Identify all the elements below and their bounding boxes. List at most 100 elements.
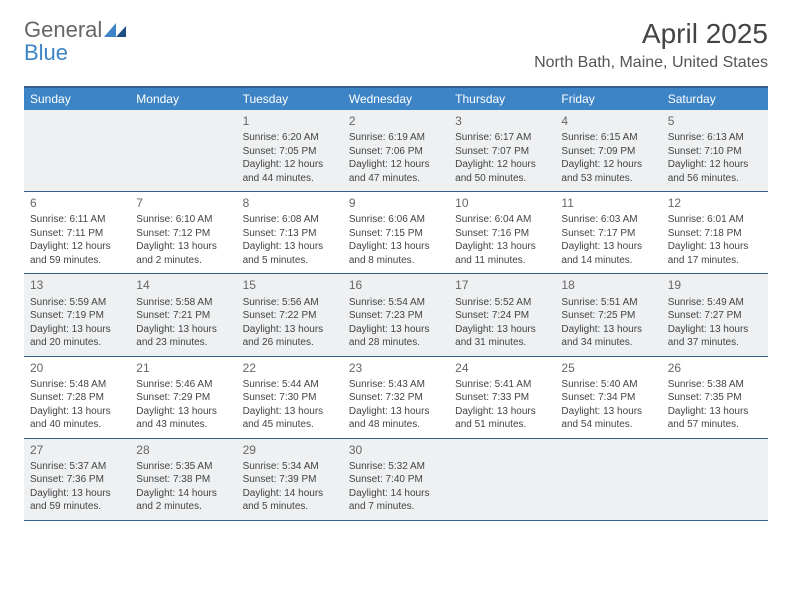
daylight-label-2: and 51 minutes.	[455, 418, 549, 432]
weekday-label: Monday	[130, 88, 236, 110]
day-number: 3	[455, 113, 549, 129]
sunrise-label: Sunrise: 5:54 AM	[349, 296, 443, 310]
sunset-label: Sunset: 7:21 PM	[136, 309, 230, 323]
day-number: 19	[668, 277, 762, 293]
daylight-label: Daylight: 13 hours	[243, 240, 337, 254]
daylight-label-2: and 48 minutes.	[349, 418, 443, 432]
day-number: 2	[349, 113, 443, 129]
calendar-day: 21Sunrise: 5:46 AMSunset: 7:29 PMDayligh…	[130, 357, 236, 438]
day-number: 14	[136, 277, 230, 293]
daylight-label-2: and 34 minutes.	[561, 336, 655, 350]
header: GeneralBlue April 2025 North Bath, Maine…	[0, 0, 792, 78]
day-number: 4	[561, 113, 655, 129]
sunrise-label: Sunrise: 5:34 AM	[243, 460, 337, 474]
weekday-label: Tuesday	[237, 88, 343, 110]
daylight-label: Daylight: 13 hours	[349, 240, 443, 254]
daylight-label: Daylight: 13 hours	[136, 240, 230, 254]
day-number: 22	[243, 360, 337, 376]
calendar-day: 30Sunrise: 5:32 AMSunset: 7:40 PMDayligh…	[343, 439, 449, 520]
calendar-day-empty	[130, 110, 236, 191]
daylight-label: Daylight: 13 hours	[668, 323, 762, 337]
sunset-label: Sunset: 7:28 PM	[30, 391, 124, 405]
daylight-label-2: and 14 minutes.	[561, 254, 655, 268]
sunrise-label: Sunrise: 5:44 AM	[243, 378, 337, 392]
daylight-label-2: and 53 minutes.	[561, 172, 655, 186]
day-number: 12	[668, 195, 762, 211]
daylight-label: Daylight: 13 hours	[561, 405, 655, 419]
calendar-day: 15Sunrise: 5:56 AMSunset: 7:22 PMDayligh…	[237, 274, 343, 355]
sunset-label: Sunset: 7:06 PM	[349, 145, 443, 159]
daylight-label: Daylight: 13 hours	[30, 487, 124, 501]
sunrise-label: Sunrise: 5:38 AM	[668, 378, 762, 392]
daylight-label-2: and 2 minutes.	[136, 254, 230, 268]
sunset-label: Sunset: 7:29 PM	[136, 391, 230, 405]
calendar-day: 17Sunrise: 5:52 AMSunset: 7:24 PMDayligh…	[449, 274, 555, 355]
day-number: 13	[30, 277, 124, 293]
sunrise-label: Sunrise: 5:32 AM	[349, 460, 443, 474]
daylight-label-2: and 57 minutes.	[668, 418, 762, 432]
calendar-week: 20Sunrise: 5:48 AMSunset: 7:28 PMDayligh…	[24, 357, 768, 439]
day-number: 28	[136, 442, 230, 458]
calendar-day-empty	[449, 439, 555, 520]
sunset-label: Sunset: 7:38 PM	[136, 473, 230, 487]
sunset-label: Sunset: 7:36 PM	[30, 473, 124, 487]
calendar-day: 25Sunrise: 5:40 AMSunset: 7:34 PMDayligh…	[555, 357, 661, 438]
calendar-day-empty	[555, 439, 661, 520]
day-number: 15	[243, 277, 337, 293]
day-number: 1	[243, 113, 337, 129]
sunset-label: Sunset: 7:33 PM	[455, 391, 549, 405]
sunrise-label: Sunrise: 6:03 AM	[561, 213, 655, 227]
sunrise-label: Sunrise: 5:48 AM	[30, 378, 124, 392]
weekday-label: Wednesday	[343, 88, 449, 110]
sunrise-label: Sunrise: 6:17 AM	[455, 131, 549, 145]
calendar-day: 18Sunrise: 5:51 AMSunset: 7:25 PMDayligh…	[555, 274, 661, 355]
sunset-label: Sunset: 7:11 PM	[30, 227, 124, 241]
sunrise-label: Sunrise: 6:19 AM	[349, 131, 443, 145]
sunset-label: Sunset: 7:39 PM	[243, 473, 337, 487]
calendar-day: 20Sunrise: 5:48 AMSunset: 7:28 PMDayligh…	[24, 357, 130, 438]
logo-text-1: General	[24, 17, 102, 42]
sunset-label: Sunset: 7:25 PM	[561, 309, 655, 323]
daylight-label: Daylight: 13 hours	[455, 323, 549, 337]
sunrise-label: Sunrise: 5:37 AM	[30, 460, 124, 474]
sunset-label: Sunset: 7:07 PM	[455, 145, 549, 159]
daylight-label-2: and 43 minutes.	[136, 418, 230, 432]
calendar-day: 29Sunrise: 5:34 AMSunset: 7:39 PMDayligh…	[237, 439, 343, 520]
sunrise-label: Sunrise: 5:51 AM	[561, 296, 655, 310]
calendar-day: 16Sunrise: 5:54 AMSunset: 7:23 PMDayligh…	[343, 274, 449, 355]
sunset-label: Sunset: 7:35 PM	[668, 391, 762, 405]
sunset-label: Sunset: 7:10 PM	[668, 145, 762, 159]
calendar-day: 26Sunrise: 5:38 AMSunset: 7:35 PMDayligh…	[662, 357, 768, 438]
weeks-container: 1Sunrise: 6:20 AMSunset: 7:05 PMDaylight…	[24, 110, 768, 521]
calendar-day: 13Sunrise: 5:59 AMSunset: 7:19 PMDayligh…	[24, 274, 130, 355]
daylight-label-2: and 5 minutes.	[243, 254, 337, 268]
calendar-day: 27Sunrise: 5:37 AMSunset: 7:36 PMDayligh…	[24, 439, 130, 520]
day-number: 8	[243, 195, 337, 211]
sunset-label: Sunset: 7:19 PM	[30, 309, 124, 323]
location-label: North Bath, Maine, United States	[534, 54, 768, 72]
daylight-label-2: and 26 minutes.	[243, 336, 337, 350]
daylight-label: Daylight: 13 hours	[561, 240, 655, 254]
daylight-label: Daylight: 14 hours	[136, 487, 230, 501]
sunrise-label: Sunrise: 6:13 AM	[668, 131, 762, 145]
sunset-label: Sunset: 7:32 PM	[349, 391, 443, 405]
sunrise-label: Sunrise: 5:56 AM	[243, 296, 337, 310]
day-number: 11	[561, 195, 655, 211]
page-title: April 2025	[534, 18, 768, 50]
weekday-label: Sunday	[24, 88, 130, 110]
sunrise-label: Sunrise: 5:59 AM	[30, 296, 124, 310]
daylight-label: Daylight: 13 hours	[136, 323, 230, 337]
daylight-label: Daylight: 13 hours	[668, 405, 762, 419]
daylight-label-2: and 5 minutes.	[243, 500, 337, 514]
daylight-label: Daylight: 13 hours	[243, 405, 337, 419]
calendar: Sunday Monday Tuesday Wednesday Thursday…	[24, 86, 768, 521]
calendar-day: 28Sunrise: 5:35 AMSunset: 7:38 PMDayligh…	[130, 439, 236, 520]
calendar-day: 11Sunrise: 6:03 AMSunset: 7:17 PMDayligh…	[555, 192, 661, 273]
daylight-label: Daylight: 14 hours	[243, 487, 337, 501]
calendar-day: 5Sunrise: 6:13 AMSunset: 7:10 PMDaylight…	[662, 110, 768, 191]
daylight-label-2: and 11 minutes.	[455, 254, 549, 268]
daylight-label: Daylight: 12 hours	[349, 158, 443, 172]
daylight-label-2: and 50 minutes.	[455, 172, 549, 186]
daylight-label-2: and 44 minutes.	[243, 172, 337, 186]
logo-text-2: Blue	[24, 40, 68, 65]
